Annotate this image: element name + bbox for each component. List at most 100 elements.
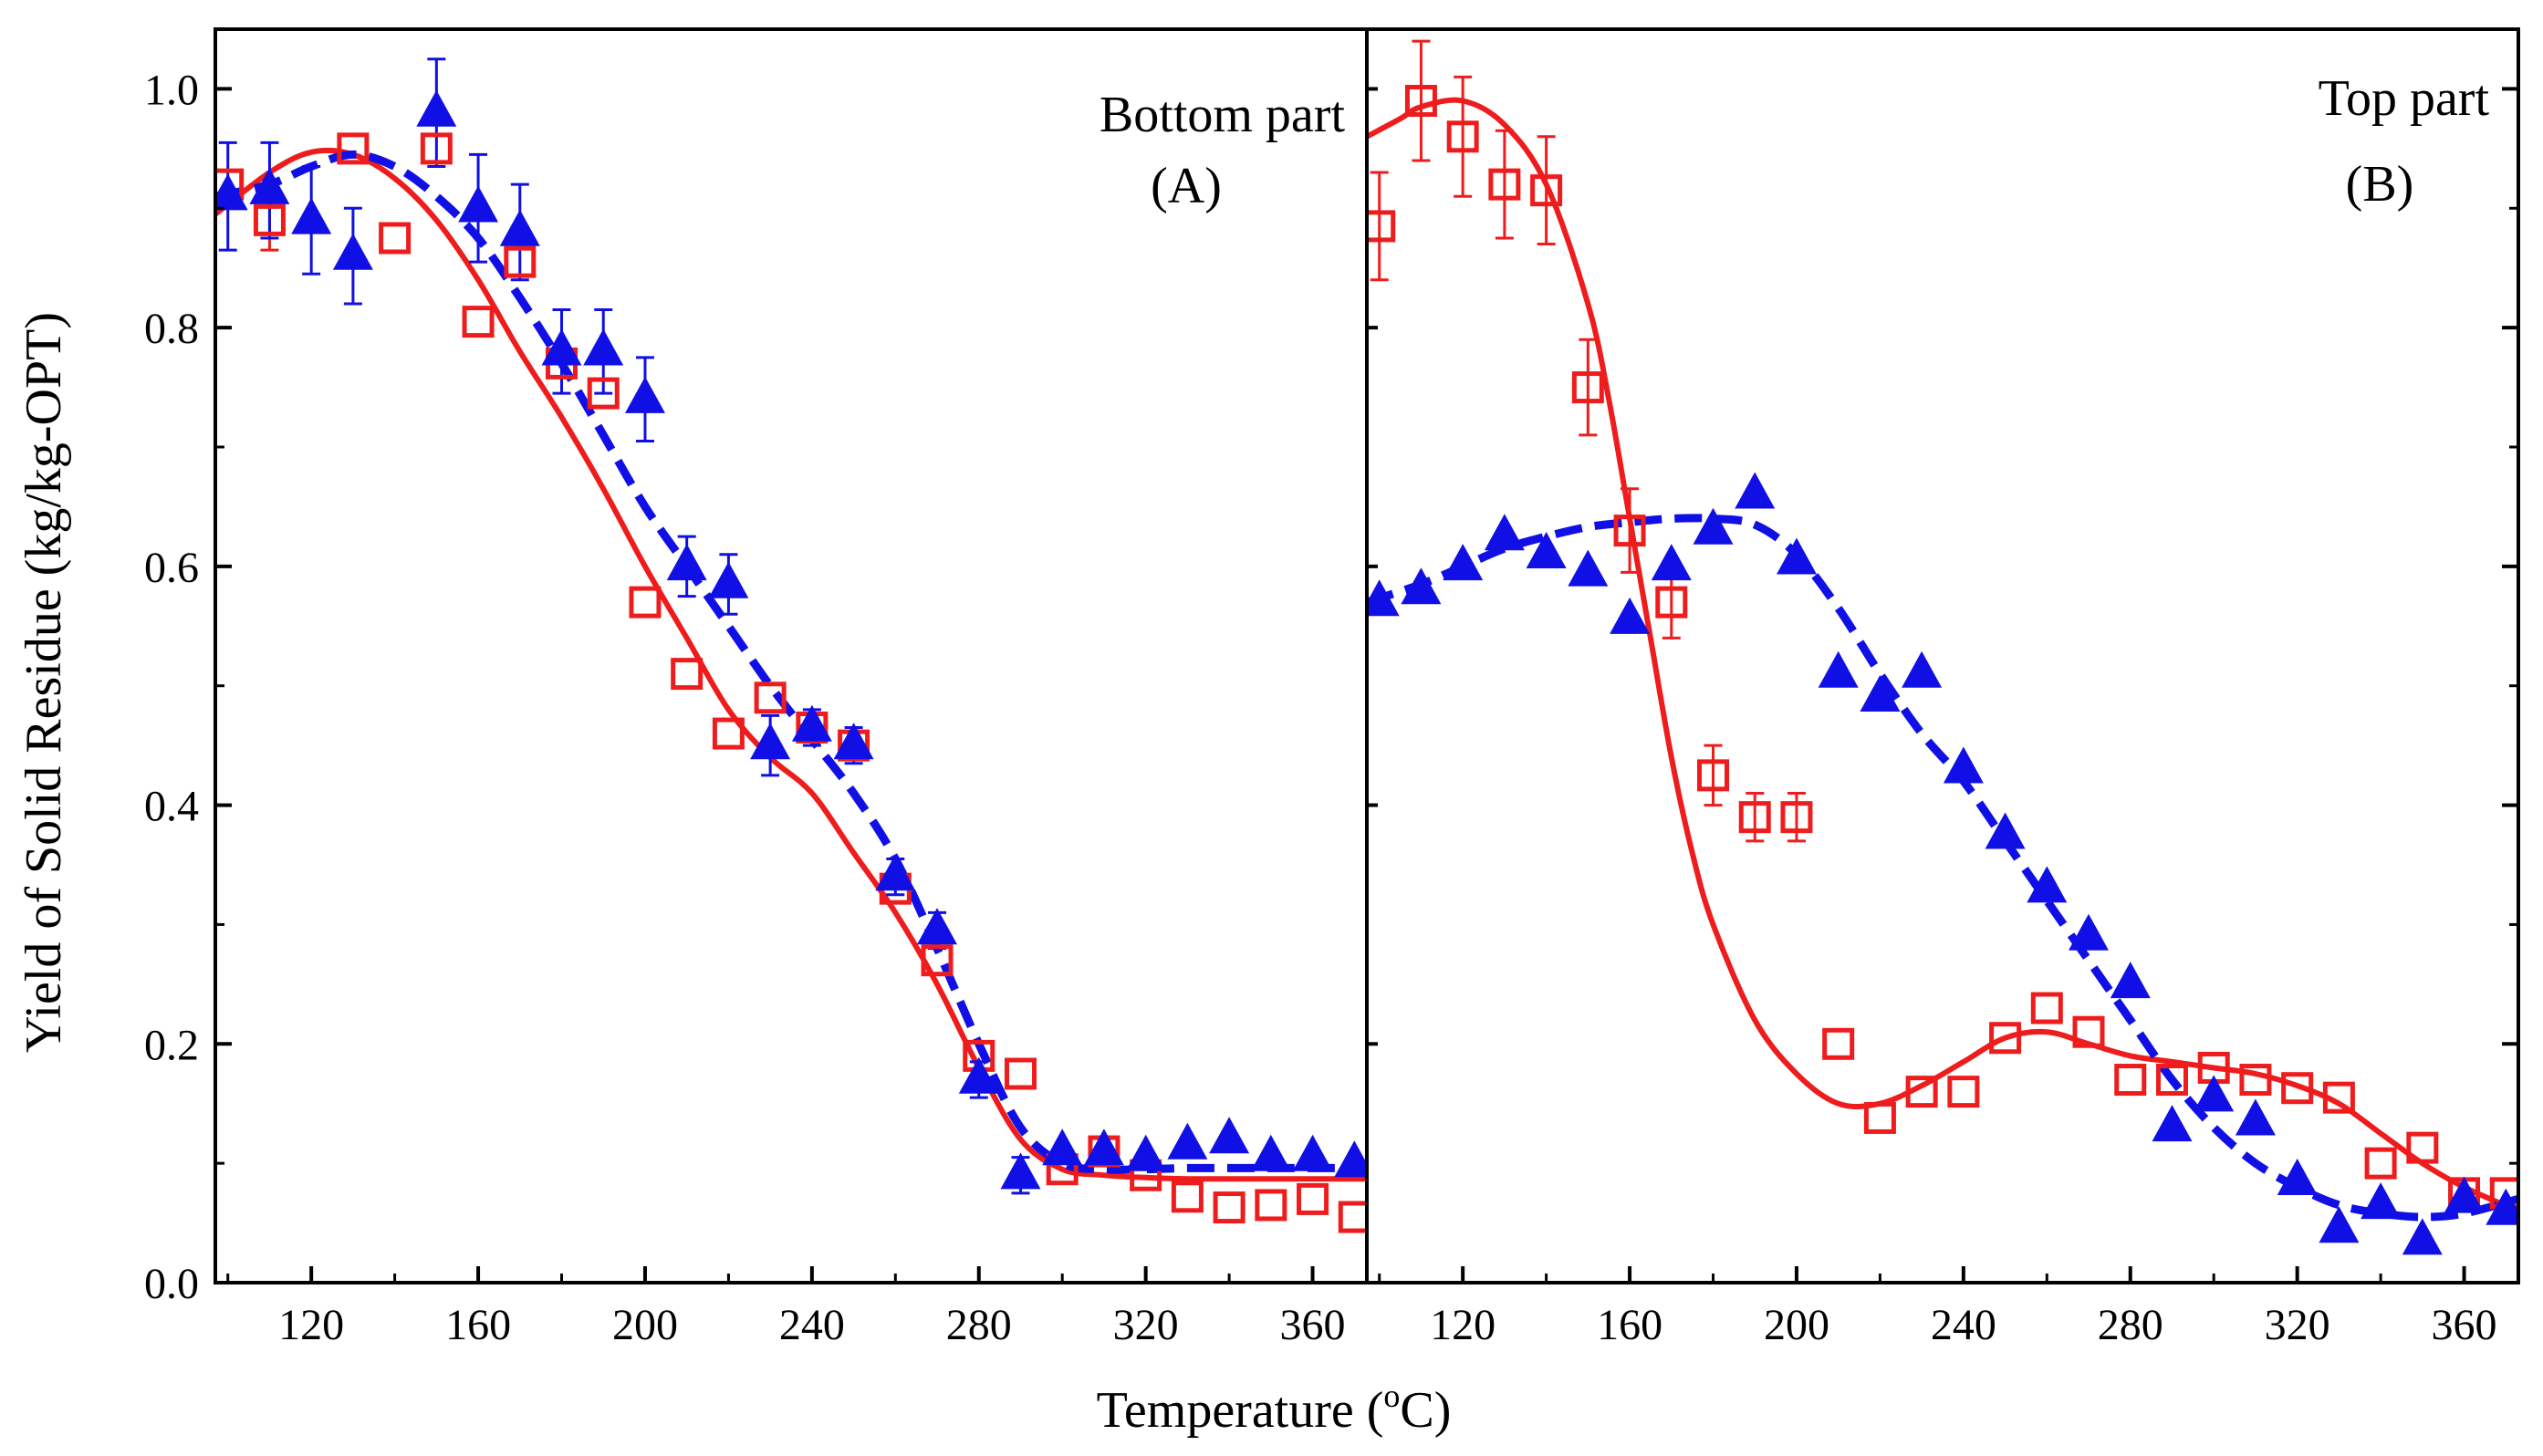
panel-b-square-point bbox=[1530, 174, 1563, 207]
panel-b-square-point bbox=[2364, 1147, 2397, 1180]
panel-a-triangle-point bbox=[958, 1056, 999, 1094]
panel-b-tick-labels: 120 160 200 240 280 320 360 bbox=[1430, 1301, 2496, 1349]
panel-b-triangle-point bbox=[2444, 1176, 2485, 1213]
panel-a-triangle-point bbox=[875, 854, 916, 891]
panel-b-square-point bbox=[1367, 210, 1396, 243]
panel-b-triangle-point bbox=[2319, 1206, 2360, 1243]
x-axis-label: Temperature (oC) bbox=[1097, 1378, 1452, 1439]
panel-a-triangle-point bbox=[499, 209, 540, 246]
panel-b-x-tick-label: 280 bbox=[2098, 1301, 2163, 1349]
panel-b-error-bars bbox=[1370, 39, 1806, 843]
panel-a-triangle-point bbox=[291, 197, 332, 234]
panel-b-square-point bbox=[1822, 1027, 1855, 1060]
panel-a-square-point bbox=[671, 658, 703, 691]
panel-b-triangle-point bbox=[1443, 544, 1484, 581]
panel-b-triangle-point bbox=[1568, 549, 1609, 587]
panel-a-x-tick-label: 320 bbox=[1113, 1301, 1179, 1349]
panel-a-markers bbox=[215, 89, 1367, 1233]
panel-b-triangle-point bbox=[1818, 650, 1859, 688]
panel-a-triangle-point bbox=[541, 328, 582, 366]
panel-a-triangle-point bbox=[666, 544, 707, 581]
panel-a-squares-fit-line bbox=[215, 147, 1367, 1182]
panel-a-triangle-point bbox=[332, 233, 373, 270]
panel-a-square-point bbox=[629, 586, 662, 619]
panel-b-square-point bbox=[1404, 85, 1437, 118]
panel-b-triangle-point bbox=[1401, 567, 1442, 605]
panel-b-triangles-fit-line bbox=[1367, 514, 2518, 1222]
panel-b-frame bbox=[1365, 27, 2520, 1284]
panel-a-triangle-point bbox=[625, 376, 665, 413]
panel-a-title: Bottom part bbox=[1100, 87, 1346, 143]
panel-b-x-tick-label: 240 bbox=[1931, 1301, 1996, 1349]
panel-a-square-point bbox=[379, 222, 412, 255]
panel-a-triangle-point bbox=[1334, 1140, 1367, 1178]
panel-b-square-point bbox=[1947, 1076, 1980, 1108]
panel-b-triangle-point bbox=[1484, 514, 1525, 551]
panel-a-frame bbox=[214, 27, 1369, 1284]
panel-b-square-point bbox=[1446, 120, 1479, 153]
panel-b-square-point bbox=[1655, 586, 1688, 619]
panel-a-triangle-point bbox=[1292, 1134, 1333, 1171]
panel-a-square-point bbox=[1171, 1180, 1204, 1213]
panel-a-square-point bbox=[1297, 1182, 1329, 1215]
panel-a-triangle-point bbox=[708, 561, 749, 598]
panel-a-y-tick-label: 1.0 bbox=[144, 66, 199, 114]
panel-a-triangle-point bbox=[416, 89, 457, 127]
panel-a-triangle-point bbox=[917, 908, 957, 945]
panel-b-title: Top part bbox=[2319, 70, 2490, 127]
panel-a-triangle-point bbox=[1083, 1128, 1124, 1166]
panel-a-square-point bbox=[1338, 1201, 1367, 1233]
panel-a-y-tick-label: 0.2 bbox=[144, 1021, 199, 1069]
panel-b-square-point bbox=[2114, 1064, 2147, 1097]
panel-a-error-bars bbox=[218, 57, 1030, 1195]
panel-b-triangle-point bbox=[2486, 1188, 2518, 1225]
panel-b-x-tick-label: 160 bbox=[1597, 1301, 1662, 1349]
panel-a-triangle-point bbox=[1042, 1128, 1083, 1166]
panel-b-triangle-point bbox=[2361, 1182, 2402, 1220]
panel-b-triangle-point bbox=[2402, 1218, 2443, 1255]
panel-b-square-point bbox=[2155, 1064, 2188, 1097]
panel-b-triangle-point bbox=[1526, 532, 1567, 568]
panel-a-y-tick-label: 0.8 bbox=[144, 305, 199, 353]
panel-b-triangle-point bbox=[1985, 812, 2026, 849]
panel-b-square-point bbox=[2322, 1081, 2355, 1114]
panel-a-fit-lines bbox=[215, 147, 1367, 1182]
panel-b-triangle-point bbox=[1902, 650, 1943, 688]
panel-b-triangle-point bbox=[1693, 507, 1734, 545]
panel-a-x-tick-label: 360 bbox=[1280, 1301, 1346, 1349]
x-axis-unit-superscript: o bbox=[1383, 1378, 1400, 1414]
panel-b-triangle-point bbox=[1777, 537, 1817, 575]
panel-a-square-point bbox=[253, 203, 286, 236]
panel-a-square-point bbox=[921, 944, 954, 977]
panel-b-triangle-point bbox=[2152, 1105, 2193, 1142]
panel-b-triangle-point bbox=[2069, 913, 2109, 951]
panel-a-triangle-point bbox=[249, 167, 290, 204]
panel-b-square-point bbox=[2406, 1131, 2439, 1164]
panel-a-triangle-point bbox=[833, 723, 874, 760]
panel-a-triangles-fit-line bbox=[215, 150, 1367, 1174]
panel-a-x-tick-label: 160 bbox=[445, 1301, 511, 1349]
panel-a-tick-labels: 120 160 200 240 280 320 360 0.0 0.2 0.4 0.6 0.8 1.0 bbox=[144, 66, 1346, 1349]
panel-a-triangle-point bbox=[458, 185, 499, 223]
panel-a-triangle-point bbox=[1250, 1134, 1291, 1171]
panel-a-x-tick-label: 200 bbox=[612, 1301, 678, 1349]
panel-a-triangle-point bbox=[791, 704, 832, 742]
panel-b-label: (B) bbox=[2346, 156, 2414, 213]
panel-b-x-tick-label: 360 bbox=[2432, 1301, 2497, 1349]
x-axis-unit: C) bbox=[1400, 1382, 1451, 1439]
panel-a-y-tick-label: 0.4 bbox=[144, 783, 199, 831]
panel-a-label: (A) bbox=[1151, 158, 1222, 214]
panel-b-square-point bbox=[1613, 515, 1646, 547]
panel-b-triangle-point bbox=[1943, 746, 1984, 784]
panel-a-square-point bbox=[1255, 1189, 1287, 1222]
panel-b-square-point bbox=[1905, 1076, 1938, 1108]
panel-a-square-point bbox=[587, 377, 620, 410]
x-axis-label-text: Temperature ( bbox=[1097, 1382, 1384, 1439]
panel-a-triangle-point bbox=[750, 723, 791, 760]
panel-b-triangle-point bbox=[2277, 1159, 2318, 1195]
panel-b-triangle-point bbox=[1367, 579, 1400, 617]
panel-b-triangle-point bbox=[1735, 472, 1776, 509]
panel-a-x-tick-label: 120 bbox=[278, 1301, 344, 1349]
panel-a-x-tick-label: 280 bbox=[946, 1301, 1012, 1349]
panel-b-top-part: 120 160 200 240 280 320 360 Top part (B) bbox=[1367, 39, 2518, 1349]
